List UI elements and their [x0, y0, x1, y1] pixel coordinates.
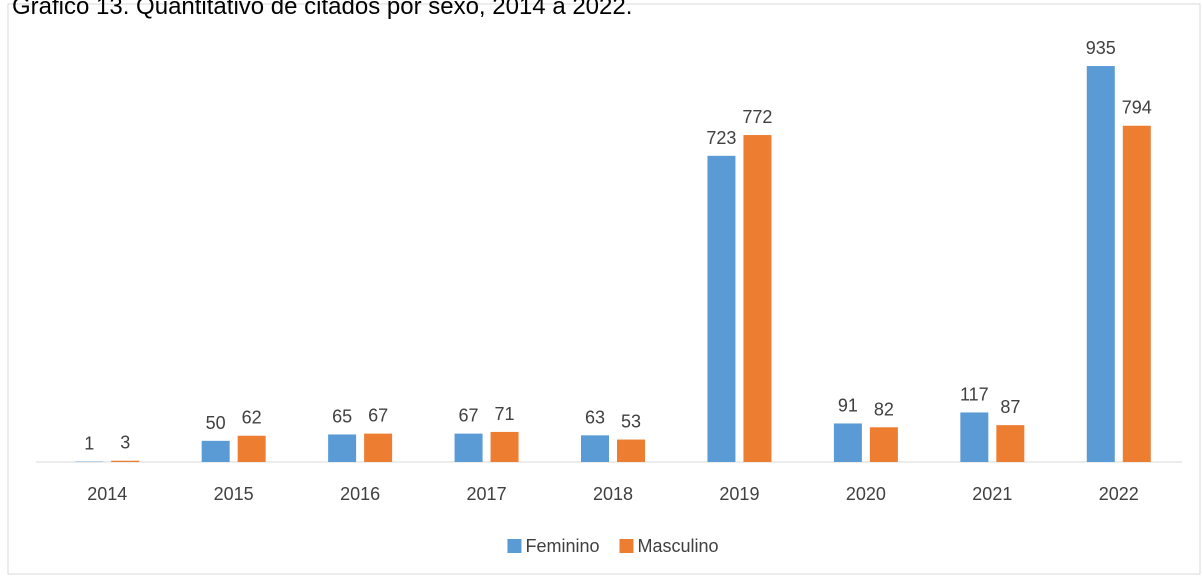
- data-label: 65: [332, 406, 352, 426]
- bar: [996, 425, 1025, 462]
- bar: [743, 135, 772, 463]
- data-label: 87: [1000, 397, 1020, 417]
- bar: [201, 440, 230, 462]
- data-label: 117: [960, 384, 989, 404]
- data-label: 67: [368, 406, 388, 426]
- data-label: 91: [838, 395, 858, 415]
- data-label: 1: [84, 434, 94, 454]
- x-tick-label: 2018: [593, 484, 633, 504]
- bar: [617, 439, 645, 462]
- data-label: 82: [874, 399, 894, 419]
- chart-border: [7, 3, 1201, 575]
- bar: [869, 427, 898, 462]
- x-tick-label: 2020: [846, 484, 886, 504]
- bar: [364, 433, 393, 462]
- bar: [581, 435, 609, 462]
- data-label: 67: [459, 406, 479, 426]
- bar: [490, 431, 519, 462]
- bar: [328, 434, 357, 462]
- data-label: 50: [206, 413, 226, 433]
- x-tick-label: 2022: [1099, 484, 1139, 504]
- x-tick-label: 2021: [972, 484, 1012, 504]
- legend-swatch: [507, 539, 522, 553]
- bar: [707, 155, 736, 462]
- x-tick-label: 2019: [719, 484, 759, 504]
- data-label: 935: [1086, 38, 1116, 58]
- x-tick-label: 2016: [340, 484, 380, 504]
- bar: [237, 435, 266, 462]
- data-label: 62: [242, 408, 262, 428]
- data-label: 794: [1122, 98, 1152, 118]
- bar: [1086, 66, 1115, 462]
- x-tick-label: 2015: [214, 484, 254, 504]
- bar: [454, 433, 483, 462]
- legend-label: Feminino: [525, 536, 599, 556]
- data-label: 723: [706, 128, 736, 148]
- bar: [111, 460, 140, 462]
- x-tick-label: 2017: [467, 484, 507, 504]
- data-label: 772: [742, 107, 772, 127]
- chart-title: Gráfico 13. Quantitativo de citados por …: [12, 0, 632, 20]
- legend-swatch: [619, 539, 634, 553]
- bar: [1122, 125, 1151, 462]
- data-label: 53: [621, 412, 641, 432]
- bar: [833, 423, 862, 462]
- data-label: 71: [495, 404, 515, 424]
- data-label: 63: [585, 407, 605, 427]
- bar: [960, 412, 989, 462]
- x-tick-label: 2014: [87, 484, 127, 504]
- data-label: 3: [120, 433, 130, 453]
- legend-label: Masculino: [637, 536, 718, 556]
